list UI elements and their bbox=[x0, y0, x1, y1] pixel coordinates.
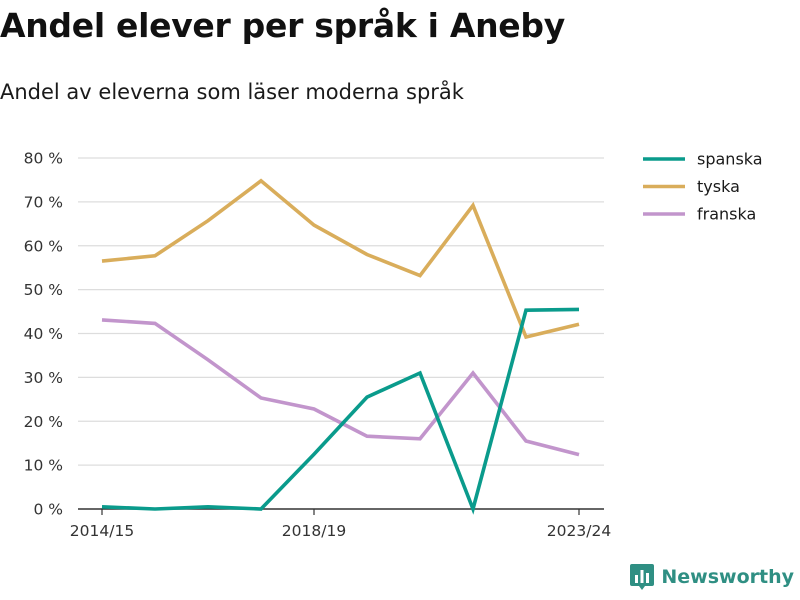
legend-label-tyska: tyska bbox=[697, 177, 740, 196]
series-line-spanska bbox=[101, 307, 580, 515]
series-line-tyska bbox=[101, 178, 580, 340]
y-tick-label: 50 % bbox=[24, 281, 63, 299]
y-tick-label: 70 % bbox=[24, 193, 63, 211]
x-tick-label: 2018/19 bbox=[282, 522, 346, 540]
series-line-franska bbox=[101, 318, 580, 457]
newsworthy-chart-icon bbox=[630, 564, 655, 590]
legend-label-spanska: spanska bbox=[697, 150, 763, 169]
grid-lines bbox=[78, 157, 604, 466]
brand-logo[interactable]: Newsworthy bbox=[629, 562, 794, 592]
y-tick-label: 30 % bbox=[24, 369, 63, 387]
series-lines bbox=[101, 178, 580, 515]
y-tick-label: 40 % bbox=[24, 325, 63, 343]
chart-title: Andel elever per språk i Aneby bbox=[0, 6, 565, 45]
chart-subtitle: Andel av eleverna som läser moderna språ… bbox=[0, 80, 464, 104]
y-tick-label: 20 % bbox=[24, 413, 63, 431]
x-tick-label: 2014/15 bbox=[70, 522, 134, 540]
y-tick-label: 60 % bbox=[24, 237, 63, 255]
legend-label-franska: franska bbox=[697, 205, 756, 224]
legend: spanska tyska franska bbox=[643, 150, 763, 224]
axes: 0 % 10 % 20 % 30 % 40 % 50 % 60 % 70 % 80 % 2014/… bbox=[24, 150, 612, 541]
y-tick-label: 80 % bbox=[24, 150, 63, 168]
y-tick-label: 10 % bbox=[24, 457, 63, 475]
x-tick-label: 2023/24 bbox=[547, 522, 611, 540]
y-tick-label: 0 % bbox=[33, 501, 63, 519]
brand-name: Newsworthy bbox=[661, 566, 794, 588]
